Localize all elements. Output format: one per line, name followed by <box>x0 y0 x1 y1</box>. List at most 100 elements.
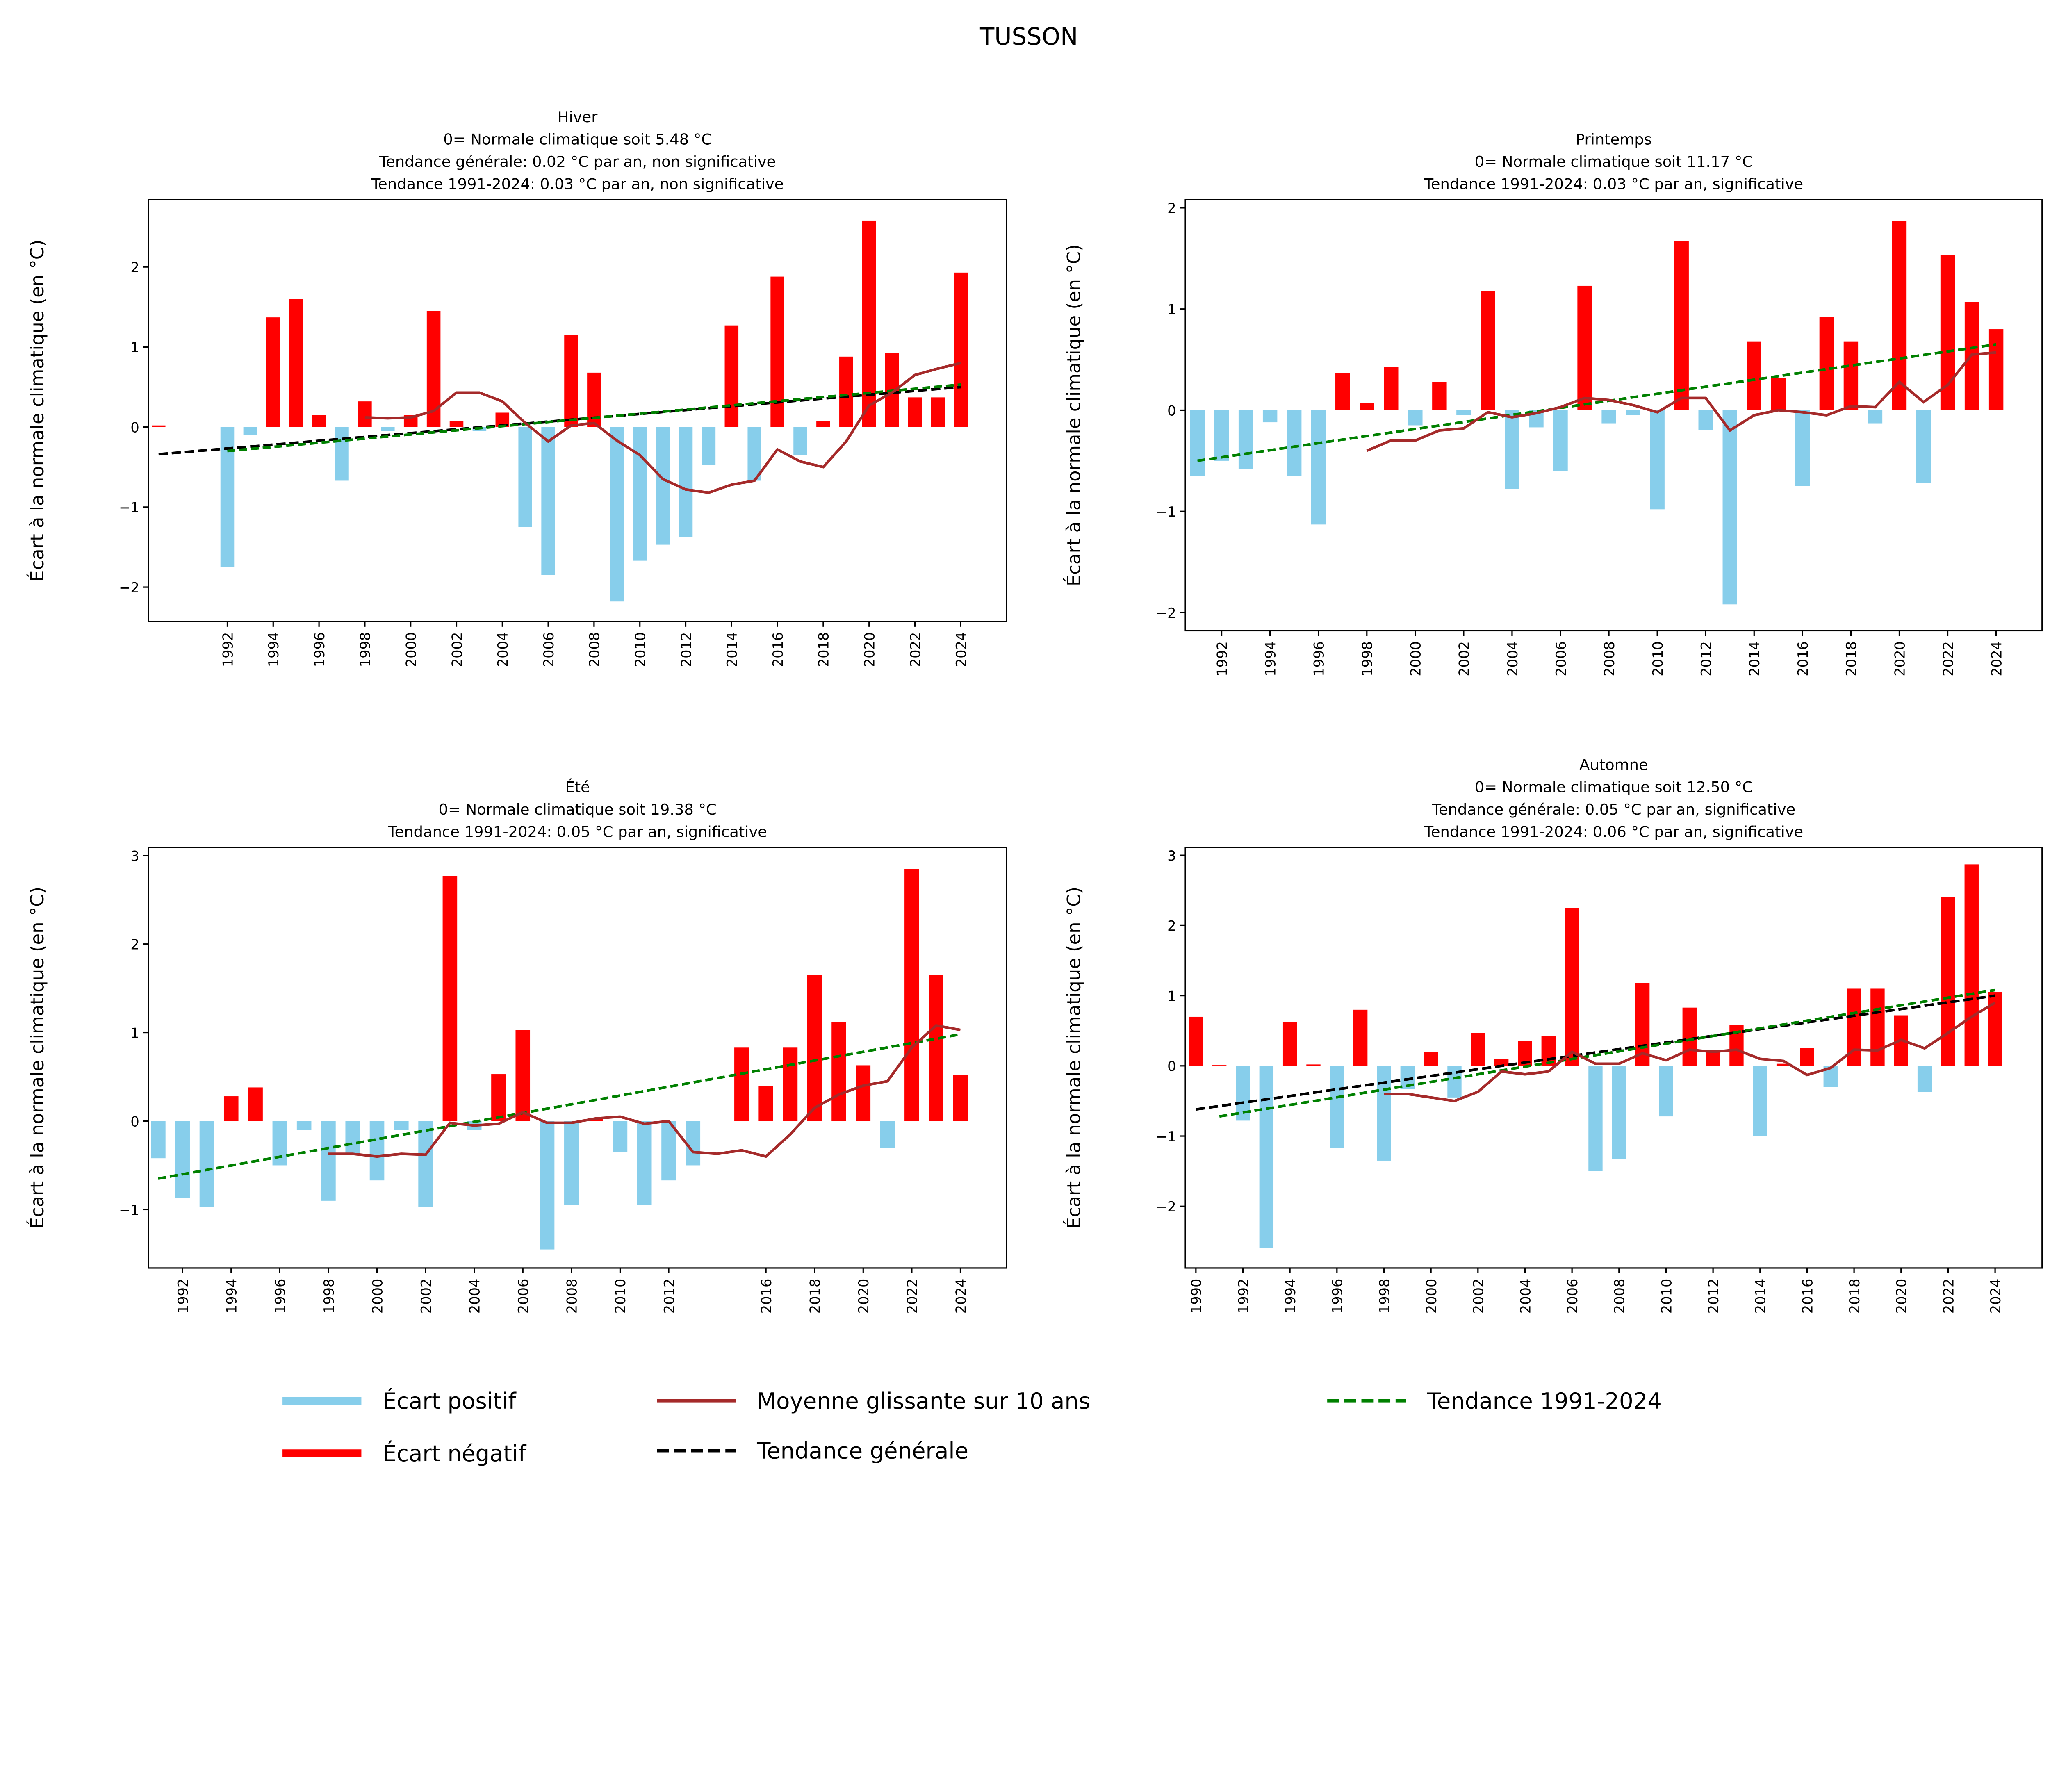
bar <box>515 1030 531 1121</box>
bar <box>1424 1052 1438 1066</box>
bar <box>816 421 830 427</box>
x-tick-label: 2022 <box>907 632 923 667</box>
subplot-title-line: 0= Normale climatique soit 11.17 °C <box>1475 153 1753 171</box>
x-tick-label: 2022 <box>1941 1279 1957 1314</box>
bar <box>904 869 919 1121</box>
bar <box>679 427 693 537</box>
bar <box>1330 1066 1344 1148</box>
bar <box>1432 382 1447 410</box>
x-tick-label: 1992 <box>220 632 236 667</box>
bar <box>1456 410 1471 415</box>
bar <box>793 427 807 455</box>
bar <box>1282 1022 1297 1066</box>
x-tick-label: 2012 <box>1706 1279 1722 1314</box>
x-tick-label: 2006 <box>1565 1279 1581 1314</box>
y-tick-label: 0 <box>130 419 139 435</box>
axes-frame <box>148 847 1007 1269</box>
bar <box>734 1047 749 1121</box>
subplot-title-line: Printemps <box>1576 131 1652 148</box>
x-tick-label: 1992 <box>1235 1279 1251 1314</box>
bar <box>1553 410 1568 471</box>
x-tick-label: 2002 <box>418 1279 434 1314</box>
x-tick-label: 2000 <box>1408 641 1424 676</box>
x-tick-label: 2006 <box>541 632 557 667</box>
legend: Écart positif Écart négatif Moyenne glissa… <box>282 1388 1662 1466</box>
bar <box>369 1121 385 1181</box>
x-tick-label: 2008 <box>564 1279 580 1314</box>
subplot-title-line: Automne <box>1579 756 1648 774</box>
y-tick-label: −1 <box>1156 1129 1176 1145</box>
rolling-mean-line <box>1366 351 1996 452</box>
x-tick-label: 2012 <box>678 632 694 667</box>
bar <box>564 1121 579 1205</box>
bar <box>1747 341 1761 410</box>
x-tick-label: 1996 <box>1311 641 1327 676</box>
x-tick-label: 2000 <box>403 632 419 667</box>
bar <box>449 421 464 427</box>
legend-item: Tendance générale <box>657 1438 968 1464</box>
bar <box>151 1121 166 1159</box>
x-tick-label: 2010 <box>613 1279 629 1314</box>
bar <box>758 1086 773 1121</box>
x-tick-label: 2010 <box>1658 1279 1674 1314</box>
legend-label: Écart négatif <box>383 1440 527 1466</box>
bar <box>1214 410 1229 461</box>
bar <box>381 427 395 431</box>
subplot-title-line: Tendance générale: 0.02 °C par an, non s… <box>379 153 776 171</box>
subplot-title-line: 0= Normale climatique soit 12.50 °C <box>1475 779 1753 796</box>
bar <box>954 272 968 427</box>
bar <box>747 427 761 481</box>
trend-general-line <box>1196 994 1995 1111</box>
bar <box>540 1121 555 1250</box>
y-tick-label: 1 <box>130 1025 139 1041</box>
x-tick-label: 1990 <box>1189 1279 1205 1314</box>
x-tick-label: 1998 <box>321 1279 337 1314</box>
bar <box>1287 410 1302 476</box>
x-tick-label: 2024 <box>1988 641 2004 676</box>
bar <box>880 1121 895 1148</box>
x-tick-label: 2020 <box>856 1279 872 1314</box>
x-tick-label: 2010 <box>1650 641 1666 676</box>
x-tick-label: 1994 <box>1262 641 1278 676</box>
x-tick-label: 2024 <box>953 1279 969 1314</box>
subplots: Hiver 0= Normale climatique soit 5.48 °C T… <box>26 108 2043 1314</box>
subplot-title-line: Hiver <box>558 108 598 126</box>
bar <box>1776 1063 1791 1066</box>
x-tick-label: 2006 <box>1553 641 1569 676</box>
subplot-title-line: Tendance 1991-2024: 0.06 °C par an, sign… <box>1424 823 1804 841</box>
rolling-mean-line <box>328 1024 961 1158</box>
bar <box>152 425 166 427</box>
legend-label: Tendance générale <box>756 1438 968 1464</box>
bar <box>1795 410 1810 486</box>
bar <box>1306 1064 1321 1066</box>
bar <box>1335 373 1350 410</box>
subplot-4: Automne 0= Normale climatique soit 12.50 … <box>1063 756 2043 1314</box>
y-tick-label: 2 <box>130 260 139 276</box>
axes-frame <box>148 199 1007 622</box>
bar <box>1577 285 1592 410</box>
y-axis-label: Écart à la normale climatique (en °C) <box>1063 244 1085 586</box>
bar <box>418 1121 433 1207</box>
x-tick-label: 2020 <box>862 632 878 667</box>
bar <box>358 401 372 427</box>
bar <box>807 975 822 1121</box>
subplot-title-line: Tendance 1991-2024: 0.03 °C par an, non … <box>371 175 784 193</box>
trend-1991-2024-line <box>1219 988 1995 1118</box>
bar <box>1408 410 1423 426</box>
y-axis-label: Écart à la normale climatique (en °C) <box>26 887 48 1229</box>
x-tick-label: 1996 <box>1330 1279 1346 1314</box>
y-tick-label: 0 <box>130 1113 139 1129</box>
bar <box>856 1065 871 1121</box>
bar <box>633 427 647 561</box>
bar <box>1601 410 1616 424</box>
bar <box>1190 410 1205 476</box>
y-tick-label: −2 <box>119 580 139 596</box>
subplot-title-line: 0= Normale climatique soit 19.38 °C <box>439 801 717 818</box>
bar <box>929 975 943 1121</box>
x-tick-label: 2002 <box>1471 1279 1487 1314</box>
bar <box>345 1121 360 1154</box>
subplot-2: Printemps 0= Normale climatique soit 11.1… <box>1063 131 2043 676</box>
bar <box>839 356 853 427</box>
bar <box>1650 410 1665 510</box>
x-tick-label: 2016 <box>1799 1279 1815 1314</box>
